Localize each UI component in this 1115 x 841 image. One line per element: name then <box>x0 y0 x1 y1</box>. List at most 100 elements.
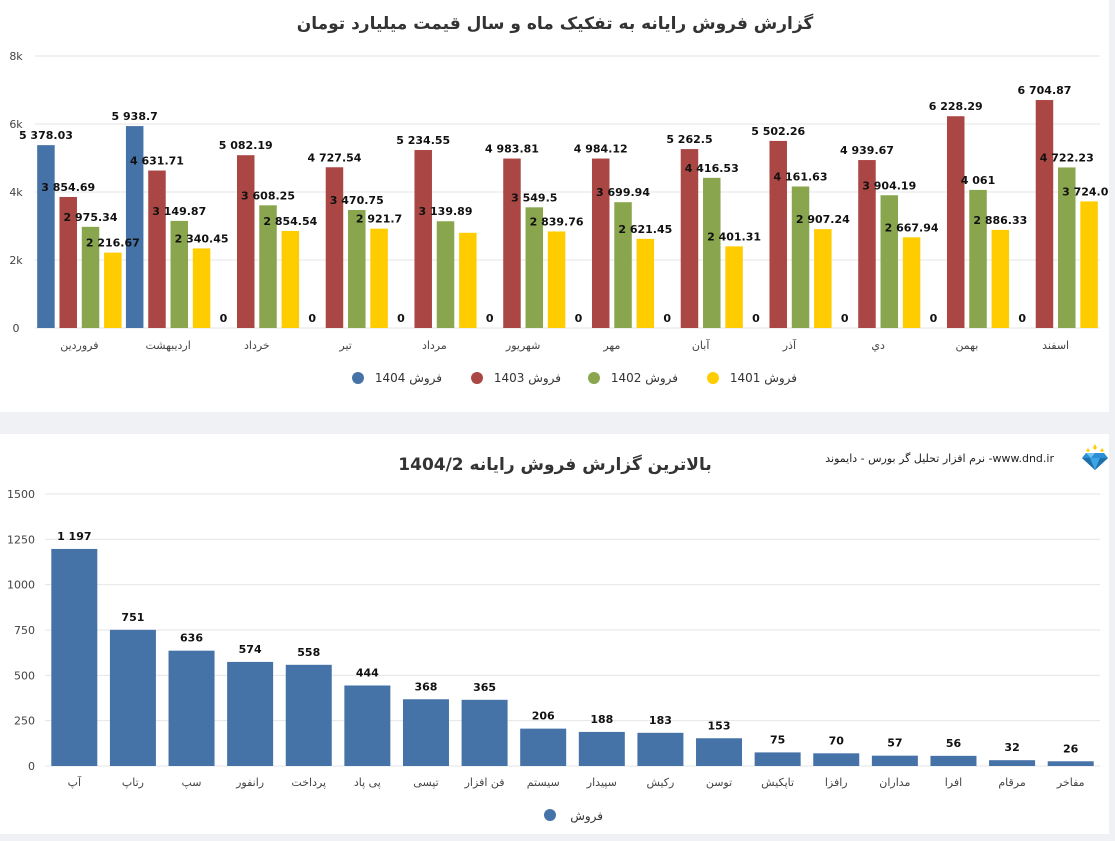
bar[interactable] <box>969 190 987 328</box>
bar[interactable] <box>169 651 215 766</box>
y-tick-label: 0 <box>28 760 35 773</box>
bar[interactable] <box>344 685 390 766</box>
x-tick-label: آذر <box>782 338 797 352</box>
x-tick-label: سیستم <box>527 776 560 789</box>
legend-label-1404[interactable]: فروش 1404 <box>375 371 442 386</box>
bar[interactable] <box>614 202 632 328</box>
data-label: 2 975.34 <box>64 211 118 224</box>
bar[interactable] <box>148 171 166 328</box>
data-label: 0 <box>752 312 760 325</box>
bar[interactable] <box>814 229 832 328</box>
bar[interactable] <box>462 700 508 766</box>
bar[interactable] <box>548 231 566 328</box>
bar[interactable] <box>703 178 721 328</box>
bar[interactable] <box>51 549 97 766</box>
data-label: 3 470.75 <box>330 194 384 207</box>
bar[interactable] <box>989 760 1035 766</box>
bar[interactable] <box>579 732 625 766</box>
x-tick-label: مرداد <box>422 339 447 352</box>
bar[interactable] <box>1036 100 1054 328</box>
bar[interactable] <box>370 229 388 328</box>
bar[interactable] <box>1048 761 1094 766</box>
bar[interactable] <box>104 253 122 328</box>
data-label: 2 216.67 <box>86 237 140 250</box>
y-tick-label: 0 <box>13 322 20 335</box>
bar[interactable] <box>237 155 255 328</box>
legend-marker-sales[interactable] <box>544 809 556 821</box>
data-label: 2 907.24 <box>796 213 850 226</box>
x-tick-label: مداران <box>879 776 910 789</box>
bar[interactable] <box>520 729 566 766</box>
x-tick-label: پی پاد <box>354 776 381 789</box>
bar[interactable] <box>403 699 449 766</box>
bar[interactable] <box>282 231 300 328</box>
x-tick-label: سپیدار <box>586 776 617 789</box>
bar[interactable] <box>227 662 273 766</box>
bar[interactable] <box>903 237 921 328</box>
legend-label-1401[interactable]: فروش 1401 <box>730 371 797 386</box>
bar[interactable] <box>37 145 55 328</box>
y-tick-label: 2k <box>9 254 23 267</box>
bar[interactable] <box>592 159 610 328</box>
bar[interactable] <box>696 738 742 766</box>
bar[interactable] <box>326 167 344 328</box>
data-label: 636 <box>180 632 203 645</box>
x-axis: آپرتاپسپرانفورپرداختپی پادتپسیفن افزارسی… <box>68 775 1085 789</box>
bar[interactable] <box>813 753 859 766</box>
data-label: 574 <box>239 643 262 656</box>
legend-marker-1404[interactable] <box>352 372 364 384</box>
legend-label-1402[interactable]: فروش 1402 <box>611 371 678 386</box>
chart-title: بالاترین گزارش فروش رایانه 1404/2 <box>398 454 711 475</box>
x-tick-label: خرداد <box>244 339 270 352</box>
bar[interactable] <box>769 141 787 328</box>
data-label: 4 631.71 <box>130 155 184 168</box>
x-tick-label: افرا <box>945 776 962 789</box>
data-label: 5 502.26 <box>751 125 805 138</box>
x-tick-label: اسفند <box>1042 339 1069 352</box>
legend-marker-1403[interactable] <box>471 372 483 384</box>
legend-marker-1401[interactable] <box>707 372 719 384</box>
data-label: 5 938.7 <box>112 110 158 123</box>
data-label: 0 <box>308 312 316 325</box>
legend-marker-1402[interactable] <box>588 372 600 384</box>
bar[interactable] <box>881 195 899 328</box>
x-tick-label: دي <box>871 339 885 352</box>
legend-label-1403[interactable]: فروش 1403 <box>494 371 561 386</box>
bar[interactable] <box>947 116 965 328</box>
data-label: 0 <box>930 312 938 325</box>
data-label: 0 <box>1018 312 1026 325</box>
data-label: 0 <box>663 312 671 325</box>
bar[interactable] <box>459 233 477 328</box>
bar[interactable] <box>992 230 1010 328</box>
bar[interactable] <box>437 221 455 328</box>
data-label: 3 549.5 <box>511 191 557 204</box>
data-label: 444 <box>356 666 379 679</box>
bar[interactable] <box>414 150 432 328</box>
bar[interactable] <box>681 149 699 328</box>
data-label: 2 401.31 <box>707 230 761 243</box>
x-tick-label: رانفور <box>235 776 264 789</box>
bar[interactable] <box>637 733 683 766</box>
bar[interactable] <box>503 159 520 328</box>
bar[interactable] <box>286 665 332 766</box>
bar[interactable] <box>348 210 366 328</box>
bar[interactable] <box>725 246 743 328</box>
data-label: 2 621.45 <box>618 223 672 236</box>
bar[interactable] <box>1080 201 1098 328</box>
bar[interactable] <box>637 239 655 328</box>
data-label: 0 <box>575 312 583 325</box>
bar[interactable] <box>755 752 801 766</box>
data-label: 4 722.23 <box>1040 151 1094 164</box>
legend-label-sales[interactable]: فروش <box>570 809 603 824</box>
data-label: 5 234.55 <box>396 134 450 147</box>
bar[interactable] <box>792 187 810 328</box>
x-tick-label: تپسی <box>413 776 438 789</box>
bar[interactable] <box>110 630 156 766</box>
bar[interactable] <box>193 248 211 328</box>
monthly-sales-chart-panel: گزارش فروش رایانه به تفکیک ماه و سال قیم… <box>0 0 1109 412</box>
y-tick-label: 1500 <box>7 488 35 501</box>
data-label: 206 <box>532 710 555 723</box>
bar[interactable] <box>872 756 918 766</box>
data-label: 3 699.94 <box>596 186 650 199</box>
bar[interactable] <box>930 756 976 766</box>
